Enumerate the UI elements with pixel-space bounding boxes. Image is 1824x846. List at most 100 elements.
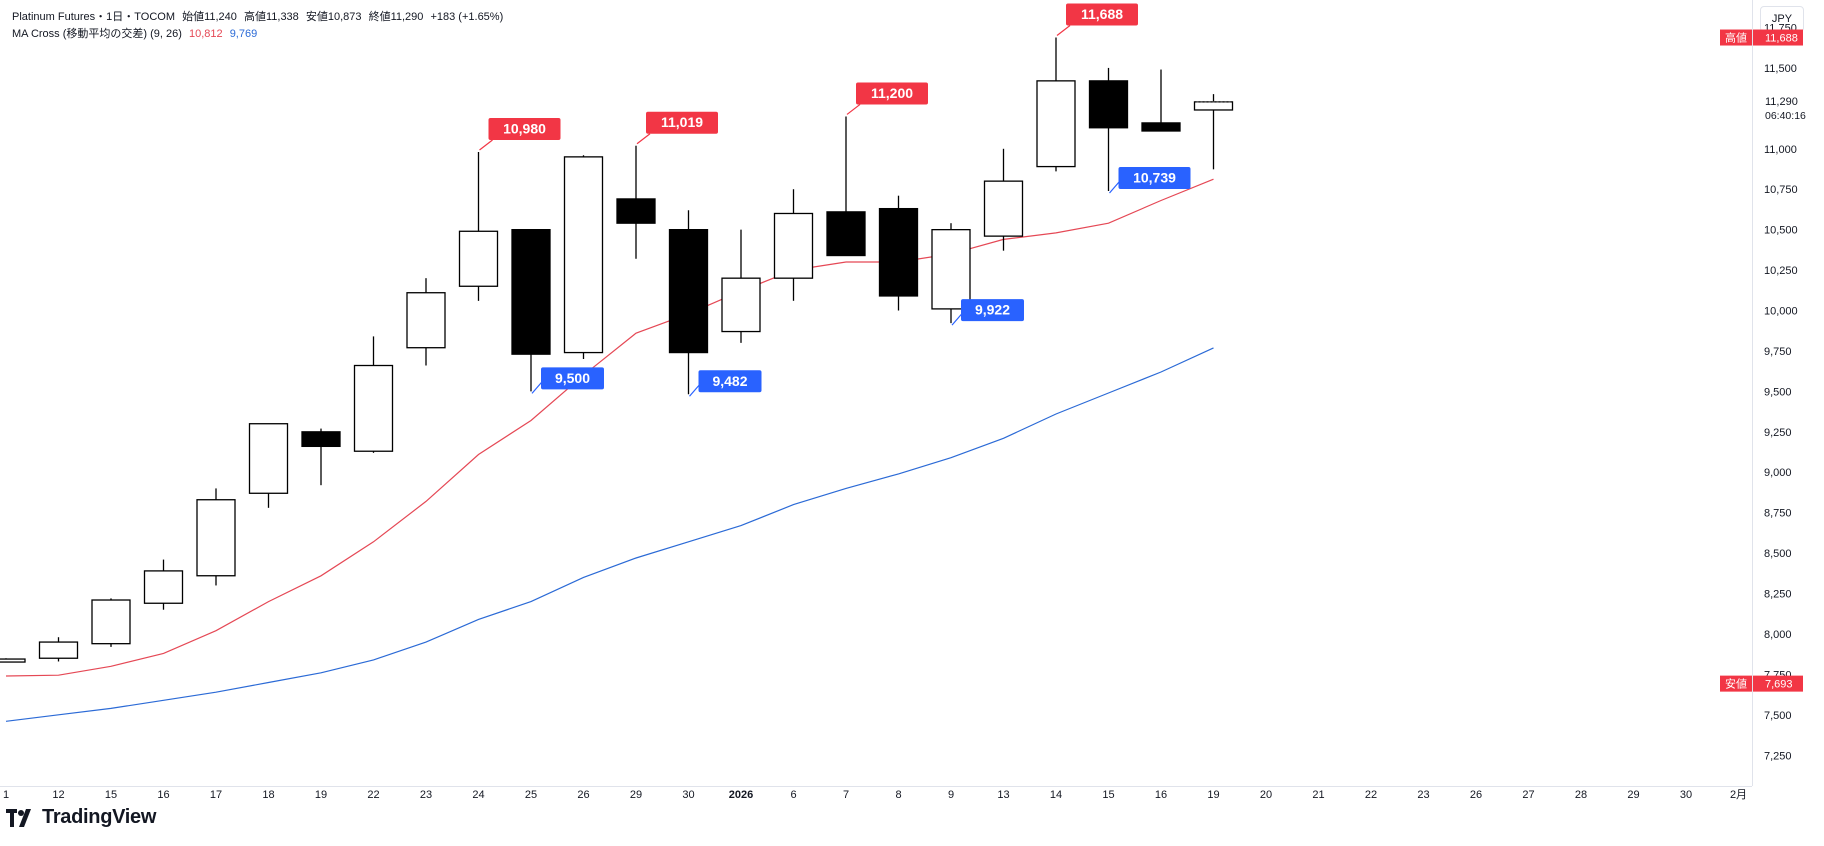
price-marker: 安値 7,693: [1720, 675, 1803, 692]
y-tick-label: 8,500: [1764, 548, 1792, 560]
callout-box: [856, 82, 928, 105]
price-marker-label: 高値: [1725, 31, 1747, 45]
price-marker-box: [1753, 29, 1803, 46]
callout-box: [541, 367, 604, 390]
x-tick-label: 25: [525, 789, 537, 800]
candle-body: [931, 229, 971, 310]
currency-button[interactable]: JPY: [1760, 6, 1804, 32]
callout-pointer: [479, 139, 493, 151]
callout-box: [698, 370, 762, 393]
candle: [773, 189, 814, 301]
candle-body: [38, 641, 79, 659]
candle-body: [983, 180, 1024, 237]
y-tick-label: 8,750: [1764, 508, 1792, 520]
y-tick-label: 9,000: [1764, 467, 1792, 479]
x-tick-label: 12: [52, 789, 64, 800]
y-tick-label: 9,750: [1764, 346, 1792, 358]
indicator-legend[interactable]: MA Cross (移動平均の交差) (9, 26) 10,812 9,769: [12, 25, 261, 41]
candle: [1036, 37, 1076, 172]
x-tick-label: 9: [948, 789, 954, 800]
low-label: 安値: [305, 11, 328, 23]
candle-body: [616, 198, 656, 224]
x-tick-label: 19: [315, 789, 327, 800]
x-tick-label: 26: [1470, 789, 1482, 800]
low-callout: 10,739: [1109, 167, 1191, 194]
y-tick-label: 11,000: [1764, 144, 1797, 156]
x-tick-label: 8: [895, 789, 901, 800]
y-tick-label: 11,500: [1764, 63, 1797, 75]
candle: [1193, 94, 1234, 170]
x-tick-label: 14: [1050, 789, 1062, 800]
candle-body: [563, 156, 604, 354]
candle: [563, 155, 604, 360]
y-tick-label: 9,500: [1764, 386, 1792, 398]
x-tick-label: 13: [997, 789, 1009, 800]
close-label: 終値: [368, 11, 391, 23]
price-marker-label: 安値: [1725, 677, 1747, 691]
high-label: 高値: [243, 11, 266, 23]
x-tick-label: 24: [472, 789, 484, 800]
x-tick-label: 6: [790, 789, 796, 800]
low-callout: 9,922: [951, 299, 1024, 326]
y-tick-label: 7,250: [1764, 750, 1792, 762]
candle-body: [353, 364, 394, 452]
last-price-marker: 11,290 06:40:16: [1753, 92, 1806, 125]
candle: [616, 145, 656, 259]
price-marker-tag: [1720, 675, 1752, 692]
candle-body: [878, 207, 919, 297]
candle-body: [1088, 80, 1129, 129]
y-tick-label: 10,500: [1764, 225, 1798, 237]
candle: [196, 488, 236, 586]
candle: [91, 598, 131, 647]
x-tick-label: 7: [843, 789, 849, 800]
candle: [248, 423, 289, 508]
x-tick-label: 29: [630, 789, 642, 800]
callout-pointer: [846, 103, 861, 115]
tradingview-logo[interactable]: TradingView: [6, 806, 156, 829]
x-tick-label: 30: [1680, 789, 1692, 800]
callout-pointer: [636, 133, 651, 145]
price-marker-tag: [1720, 29, 1752, 46]
callout-label: 10,980: [503, 121, 546, 137]
x-tick-label: 22: [367, 789, 379, 800]
x-tick-label: 1: [3, 789, 9, 800]
candle-body: [773, 212, 814, 279]
y-tick-label: 10,250: [1764, 265, 1798, 277]
candle: [983, 148, 1024, 251]
candle: [406, 278, 446, 366]
high-callout: 11,688: [1056, 3, 1138, 36]
last-price-value: 11,290: [1765, 96, 1798, 108]
x-tick-label: 2026: [729, 789, 753, 800]
candle: [1088, 67, 1129, 192]
x-tick-label: 30: [682, 789, 694, 800]
price-chart[interactable]: 7,2507,5007,7508,0008,2508,5008,7509,000…: [0, 0, 1824, 800]
x-tick-label: 23: [420, 789, 432, 800]
price-marker-box: [1753, 675, 1803, 692]
x-tick-label: 22: [1365, 789, 1377, 800]
x-tick-label: 18: [262, 789, 274, 800]
tradingview-logo-icon: [6, 808, 31, 827]
x-tick-label: 15: [105, 789, 117, 800]
change-value: +183 (+1.65%): [430, 11, 504, 23]
candle-body: [0, 658, 26, 663]
x-tick-label: 15: [1102, 789, 1114, 800]
candle-body: [721, 277, 761, 333]
candle-body: [406, 292, 446, 349]
x-tick-label: 23: [1417, 789, 1429, 800]
price-marker-value: 11,688: [1765, 33, 1798, 45]
y-tick-label: 10,000: [1764, 306, 1798, 318]
callout-label: 11,019: [661, 114, 703, 130]
candle: [353, 336, 394, 453]
candle: [511, 229, 551, 392]
candle-body: [826, 211, 866, 257]
x-tick-label: 21: [1312, 789, 1324, 800]
low-callout: 9,500: [531, 367, 604, 394]
candle: [301, 428, 341, 486]
ma-slow-value: 9,769: [229, 28, 258, 40]
callout-label: 9,482: [712, 373, 747, 389]
candle: [878, 195, 919, 311]
callout-label: 11,688: [1081, 6, 1123, 22]
high-callout: 10,980: [479, 118, 561, 151]
candle-body: [511, 229, 551, 355]
price-marker-value: 7,693: [1765, 679, 1793, 691]
